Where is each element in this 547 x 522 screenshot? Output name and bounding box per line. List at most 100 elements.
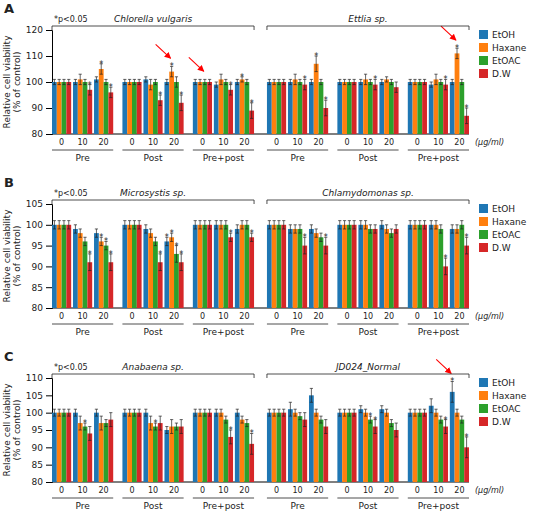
legend: EtOHHaxaneEtOACD.W	[479, 378, 527, 427]
bar	[99, 423, 104, 482]
error-bar	[62, 221, 65, 229]
y-tick-label: 90	[32, 443, 44, 453]
significance-star: *	[303, 233, 307, 242]
error-bar	[149, 416, 152, 430]
error-bar	[289, 402, 292, 416]
error-bar	[128, 221, 131, 229]
bar	[153, 82, 158, 134]
category-label: 10	[292, 486, 302, 495]
bar	[302, 246, 307, 308]
bar	[223, 225, 228, 308]
bar	[244, 82, 249, 134]
bar	[66, 225, 71, 308]
panel-label: B	[4, 175, 14, 190]
error-bar	[215, 82, 218, 87]
error-bar	[338, 221, 341, 229]
error-bar	[240, 221, 243, 229]
bar	[207, 413, 212, 482]
error-bar	[138, 409, 141, 416]
bar	[429, 225, 434, 308]
error-bar	[144, 77, 147, 82]
y-tick-mark	[46, 395, 52, 396]
group-label: Pre+post	[203, 501, 245, 511]
series	[62, 221, 465, 308]
error-bar	[128, 79, 131, 84]
bar	[422, 225, 427, 308]
group-line	[193, 324, 254, 325]
y-tick-mark	[46, 108, 52, 109]
legend-label: D.W	[492, 243, 511, 253]
significance-star: *	[179, 91, 183, 100]
error-bar	[95, 409, 98, 416]
x-axis-line	[52, 134, 469, 135]
highlight-arrow	[156, 44, 171, 58]
bar	[342, 82, 347, 134]
group-label: Pre	[290, 327, 305, 337]
category-label: 10	[78, 138, 88, 147]
bar	[309, 395, 314, 482]
bar	[62, 413, 67, 482]
bar	[244, 423, 249, 482]
bar	[281, 413, 286, 482]
significance-star: *	[153, 419, 157, 428]
error-bar	[268, 79, 271, 84]
error-bar	[451, 79, 454, 84]
legend: EtOHHaxaneEtOACD.W	[479, 204, 527, 253]
error-bar	[418, 79, 421, 84]
error-bar	[95, 77, 98, 82]
group-label: Pre+post	[418, 501, 460, 511]
error-bar	[315, 409, 318, 416]
category-label: 0	[274, 312, 279, 321]
bar	[298, 229, 303, 308]
error-bar	[53, 409, 56, 416]
error-bar	[67, 409, 70, 416]
group-label: Post	[359, 153, 378, 163]
bar	[122, 413, 127, 482]
bar	[293, 413, 298, 482]
error-bar	[439, 225, 442, 233]
bar	[272, 225, 277, 308]
bar	[337, 413, 342, 482]
error-bar	[364, 221, 367, 229]
bar	[83, 241, 88, 308]
error-bar	[289, 225, 292, 233]
error-bar	[455, 409, 458, 416]
error-bar	[455, 225, 458, 233]
category-label: 10	[433, 312, 443, 321]
chart-container: 8090100110120Relative cell viability(% o…	[0, 0, 547, 522]
error-bar	[289, 79, 292, 84]
error-bar	[203, 409, 206, 416]
significance-star: *	[465, 433, 469, 442]
y-tick-label: 95	[32, 425, 43, 435]
group-label: Post	[144, 153, 163, 163]
error-bar	[294, 409, 297, 416]
group-label: Pre	[290, 501, 305, 511]
error-bar	[245, 420, 248, 427]
y-axis-label-line: Relative cell viability	[2, 209, 12, 303]
bar	[202, 413, 207, 482]
group-line	[122, 498, 183, 499]
y-tick-mark	[46, 266, 52, 267]
bar	[214, 225, 219, 308]
error-bar	[395, 423, 398, 437]
category-label: 10	[433, 138, 443, 147]
y-tick-mark	[46, 30, 52, 31]
error-bar	[133, 79, 136, 84]
error-bar	[380, 79, 383, 84]
bar	[413, 225, 418, 308]
error-bar	[194, 79, 197, 84]
error-bar	[198, 79, 201, 84]
error-bar	[385, 409, 388, 416]
error-bar	[324, 420, 327, 434]
bar	[78, 423, 83, 482]
error-bar	[298, 225, 301, 233]
error-bar	[268, 221, 271, 229]
error-bar	[104, 420, 107, 427]
y-tick-mark	[46, 287, 52, 288]
bar	[87, 90, 92, 134]
y-tick-mark	[46, 430, 52, 431]
bar	[358, 225, 363, 308]
bar	[384, 413, 389, 482]
plot-texts: ****************010200102001020010200102…	[52, 14, 504, 163]
panel-label: A	[4, 1, 14, 16]
